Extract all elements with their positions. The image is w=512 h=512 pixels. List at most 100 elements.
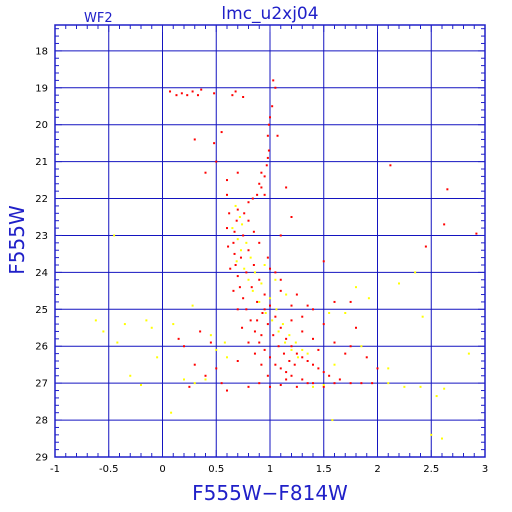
data-point <box>200 88 203 91</box>
data-point <box>301 378 304 381</box>
data-point <box>232 289 235 292</box>
data-point <box>238 216 241 218</box>
data-point <box>102 330 105 333</box>
data-point <box>288 334 291 337</box>
data-point <box>269 385 271 388</box>
data-point <box>267 123 270 126</box>
data-point <box>263 175 266 178</box>
x-tick-label: 3 <box>482 464 488 475</box>
data-point <box>242 234 245 237</box>
data-point <box>338 378 341 381</box>
data-point <box>232 241 235 244</box>
data-point <box>446 188 449 191</box>
data-point <box>441 437 443 440</box>
data-point <box>274 278 277 281</box>
data-point <box>306 360 309 362</box>
data-point <box>312 382 314 385</box>
data-point <box>306 352 309 355</box>
data-point <box>322 385 325 388</box>
data-point <box>475 232 478 235</box>
data-point <box>274 86 277 89</box>
data-point <box>275 308 278 311</box>
data-point <box>279 289 282 292</box>
data-point <box>288 360 291 362</box>
data-point <box>269 116 271 119</box>
data-point <box>116 341 119 344</box>
data-point <box>245 271 248 274</box>
data-point <box>306 382 309 385</box>
data-point <box>220 382 223 385</box>
data-point <box>258 382 261 385</box>
data-point <box>376 367 379 370</box>
data-point <box>269 267 271 270</box>
data-point <box>123 323 126 326</box>
data-point <box>274 363 277 366</box>
data-point <box>258 241 261 244</box>
data-point <box>443 387 446 390</box>
data-point <box>331 419 334 422</box>
data-point <box>236 171 239 174</box>
data-point <box>276 134 279 137</box>
data-point <box>260 334 263 337</box>
grid-lines <box>55 25 485 457</box>
data-point <box>220 131 223 134</box>
data-point <box>349 300 352 303</box>
data-point <box>290 216 293 218</box>
data-point <box>193 138 196 141</box>
data-point <box>290 345 293 348</box>
data-point <box>253 330 256 333</box>
data-point <box>258 278 261 281</box>
data-point <box>274 315 277 318</box>
data-point <box>242 297 245 300</box>
data-point <box>249 319 252 322</box>
data-point <box>419 385 422 388</box>
data-point <box>196 94 199 97</box>
data-point <box>258 182 261 185</box>
data-point <box>269 297 271 300</box>
data-point <box>284 341 287 344</box>
data-point <box>260 282 263 285</box>
data-point <box>301 315 304 318</box>
data-point <box>199 330 202 333</box>
data-point <box>253 352 256 355</box>
data-point <box>251 197 254 200</box>
x-tick-labels: -1 -0.5 0 0.5 1 1.5 2 2.5 3 <box>50 464 488 475</box>
data-point <box>258 300 261 303</box>
data-point <box>272 79 275 82</box>
data-point <box>183 378 185 381</box>
data-point <box>213 142 216 145</box>
data-point <box>233 230 236 233</box>
data-point <box>204 374 207 377</box>
data-point <box>260 186 263 189</box>
data-point <box>293 363 296 366</box>
data-point <box>209 341 212 344</box>
data-point <box>226 227 228 230</box>
x-tick-label: 1.5 <box>316 464 332 475</box>
data-point <box>285 186 288 189</box>
data-point <box>279 278 282 281</box>
data-point <box>263 264 266 266</box>
data-point <box>263 193 266 196</box>
data-point <box>295 293 298 296</box>
data-point <box>355 286 357 289</box>
data-point <box>301 330 304 333</box>
data-point <box>355 326 357 329</box>
data-point <box>256 193 259 196</box>
data-point <box>231 227 234 230</box>
data-point <box>247 219 250 222</box>
data-point <box>265 164 268 167</box>
data-point <box>209 334 212 337</box>
data-point <box>263 293 266 296</box>
data-point <box>387 382 390 385</box>
data-point <box>260 363 263 366</box>
data-point <box>226 179 228 182</box>
data-point <box>285 378 288 381</box>
data-point <box>180 92 183 95</box>
data-point <box>247 278 250 281</box>
data-point <box>322 323 325 326</box>
data-point <box>204 171 207 174</box>
data-point <box>274 271 277 274</box>
data-point <box>279 234 282 237</box>
data-point <box>360 382 363 385</box>
data-point <box>279 384 282 386</box>
